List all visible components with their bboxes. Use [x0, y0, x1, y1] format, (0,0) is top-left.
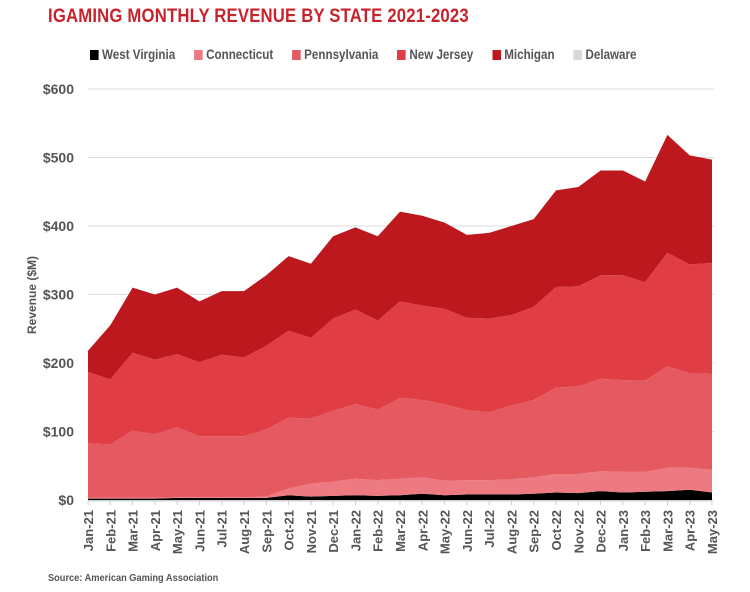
x-tick-label: Apr-23 — [683, 510, 698, 551]
x-tick-label: May-21 — [170, 510, 185, 554]
x-tick-label: Nov-21 — [304, 510, 319, 553]
x-axis: Jan-21 Feb-21 Mar-21 Apr-21 May-21 Jun-21 Jul-… — [81, 500, 720, 554]
x-tick-label: May-22 — [438, 510, 453, 554]
y-axis: $0 $100 $200 $300 $400 $500 $600 — [43, 81, 74, 508]
x-tick-label: Jun-21 — [192, 510, 207, 552]
legend-label: Michigan — [504, 47, 555, 62]
legend-item-connecticut: Connecticut — [194, 47, 273, 62]
legend-label: Connecticut — [206, 47, 274, 62]
x-tick-label: Oct-21 — [282, 510, 297, 550]
legend-swatch-connecticut — [194, 49, 203, 60]
legend-item-pennsylvania: Pennsylvania — [292, 47, 378, 62]
legend-label: Delaware — [585, 47, 637, 62]
x-tick-label: Mar-21 — [126, 510, 141, 552]
area-connecticut — [88, 467, 712, 499]
x-tick-label: Feb-21 — [103, 510, 118, 552]
legend-label: New Jersey — [409, 47, 474, 62]
y-tick-label: $100 — [43, 424, 74, 440]
y-tick-label: $200 — [43, 355, 74, 371]
legend-swatch-michigan — [492, 49, 501, 60]
area-layers — [88, 134, 712, 500]
x-tick-label: Aug-22 — [504, 510, 519, 554]
x-tick-label: Mar-23 — [660, 510, 675, 552]
x-tick-label: Dec-21 — [326, 510, 341, 553]
y-tick-label: $300 — [43, 287, 74, 303]
area-pennsylvania — [88, 366, 712, 498]
x-tick-label: Jun-22 — [460, 510, 475, 552]
legend-item-west-virginia: West Virginia — [90, 47, 175, 62]
legend-label: West Virginia — [102, 47, 176, 62]
area-michigan — [88, 134, 712, 380]
x-tick-label: Feb-23 — [638, 510, 653, 552]
x-tick-label: Nov-22 — [571, 510, 586, 553]
legend: West Virginia Connecticut Pennsylvania N… — [90, 47, 637, 62]
y-axis-title: Revenue ($M) — [25, 256, 39, 334]
legend-swatch-new-jersey — [397, 49, 406, 60]
chart-title: IGAMING MONTHLY REVENUE BY STATE 2021-20… — [48, 6, 469, 27]
x-tick-label: Apr-22 — [415, 510, 430, 551]
x-tick-label: Jul-21 — [215, 510, 230, 548]
y-tick-label: $0 — [58, 492, 74, 508]
legend-swatch-delaware — [573, 49, 583, 60]
x-tick-label: Jan-22 — [348, 510, 363, 551]
x-tick-label: Jan-23 — [616, 510, 631, 551]
legend-label: Pennsylvania — [304, 47, 379, 62]
source-note: Source: American Gaming Association — [48, 572, 219, 584]
y-tick-label: $600 — [43, 81, 74, 97]
x-tick-label: Sep-22 — [527, 510, 542, 553]
x-tick-label: Apr-21 — [148, 510, 163, 551]
x-tick-label: Jan-21 — [81, 510, 96, 551]
area-new-jersey — [88, 252, 712, 445]
legend-item-delaware: Delaware — [573, 47, 637, 62]
x-tick-label: Dec-22 — [594, 510, 609, 553]
legend-item-michigan: Michigan — [492, 47, 555, 62]
x-tick-label: Oct-22 — [549, 510, 564, 550]
x-tick-label: Sep-21 — [259, 510, 274, 553]
legend-item-new-jersey: New Jersey — [397, 47, 473, 62]
x-tick-label: Mar-22 — [393, 510, 408, 552]
x-tick-label: Feb-22 — [371, 510, 386, 552]
x-tick-label: Jul-22 — [482, 510, 497, 548]
y-tick-label: $500 — [43, 150, 74, 166]
y-tick-label: $400 — [43, 218, 74, 234]
x-tick-label: Aug-21 — [237, 510, 252, 554]
area-west-virginia — [88, 489, 712, 500]
legend-swatch-pennsylvania — [292, 49, 301, 60]
x-tick-label: May-23 — [705, 510, 720, 554]
legend-swatch-west-virginia — [90, 49, 99, 60]
